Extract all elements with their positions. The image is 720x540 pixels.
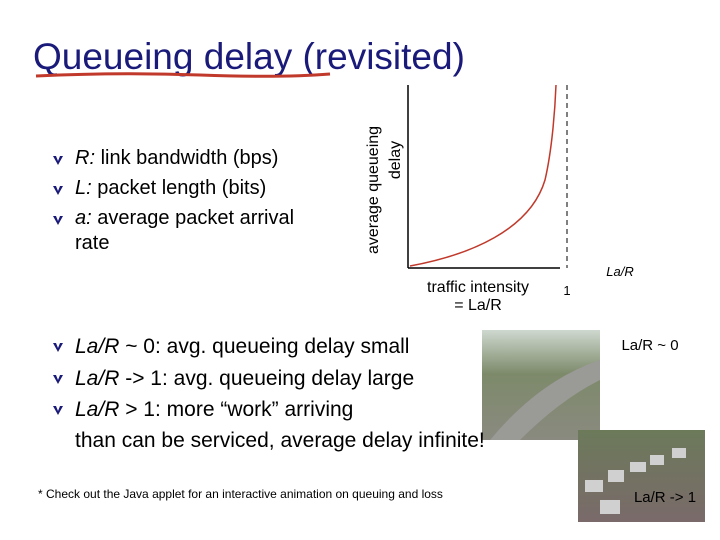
bullet-text: packet length (bits) xyxy=(97,177,267,199)
bullet-term: R: xyxy=(75,147,95,169)
bullet-term: La/R xyxy=(75,398,120,421)
bullet-marker xyxy=(52,372,64,384)
x-label: traffic intensity xyxy=(427,279,529,296)
end-label: La/R xyxy=(606,264,633,279)
bullet-marker xyxy=(52,183,64,195)
bullet-item: L: packet length (bits) xyxy=(75,176,345,201)
delay-curve xyxy=(409,84,557,267)
bullet-item: a: average packet arrival rate xyxy=(75,206,295,256)
bullet-marker xyxy=(52,340,64,352)
title-underline xyxy=(35,72,331,78)
bullet-text: than can be serviced, average delay infi… xyxy=(75,429,485,452)
bullet-marker xyxy=(52,403,64,415)
bullet-text: > 1: more “work” arriving xyxy=(125,398,354,421)
bullet-term: L: xyxy=(75,177,92,199)
road xyxy=(490,360,600,440)
tick-label: 1 xyxy=(563,283,570,298)
bullet-item: La/R ~ 0: avg. queueing delay small xyxy=(75,331,555,362)
bullet-item: La/R -> 1: avg. queueing delay large xyxy=(75,363,555,394)
traffic-photo xyxy=(578,430,705,522)
bullet-item: R: link bandwidth (bps) xyxy=(75,146,345,171)
cars xyxy=(585,448,686,514)
bullet-marker xyxy=(52,213,64,225)
bullet-text: -> 1: avg. queueing delay large xyxy=(125,367,415,390)
footnote: * Check out the Java applet for an inter… xyxy=(38,487,443,501)
bullet-item: La/R > 1: more “work” arriving than can b… xyxy=(75,394,555,456)
y-label: delay xyxy=(387,141,404,179)
bullet-marker xyxy=(52,153,64,165)
title: Queueing delay (revisited) xyxy=(33,36,465,77)
bullet-text: ~ 0: avg. queueing delay small xyxy=(125,335,410,358)
bullet-text: link bandwidth (bps) xyxy=(100,147,279,169)
image-label: La/R ~ 0 xyxy=(621,337,678,354)
image-label: La/R -> 1 xyxy=(634,489,696,506)
x-label: = La/R xyxy=(454,297,502,314)
bullet-text: average packet arrival rate xyxy=(75,207,295,254)
y-label: average queueing xyxy=(365,126,382,254)
bullet-term: La/R xyxy=(75,367,120,390)
bullet-term: a: xyxy=(75,207,92,229)
bullet-term: La/R xyxy=(75,335,120,358)
